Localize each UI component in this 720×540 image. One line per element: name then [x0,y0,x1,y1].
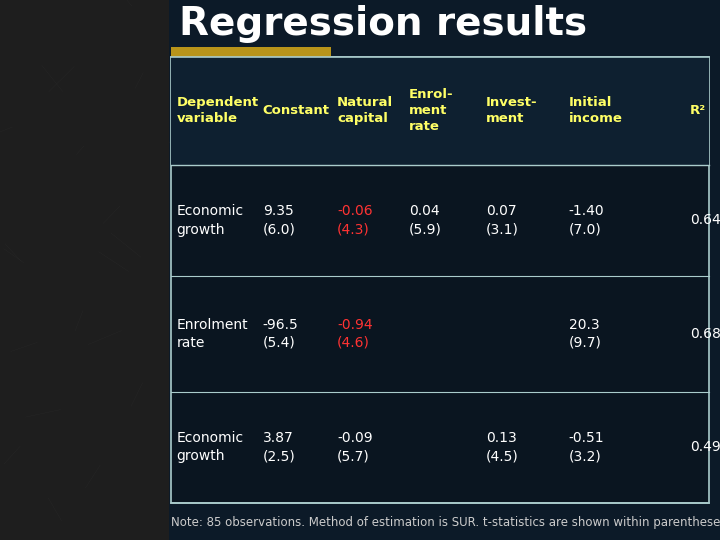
Text: 3.87
(2.5): 3.87 (2.5) [263,431,295,463]
Text: 0.49: 0.49 [690,440,720,454]
Text: Economic
growth: Economic growth [176,431,243,463]
Bar [169,0,720,70]
Text: -96.5
(5.4): -96.5 (5.4) [263,318,299,350]
Text: Initial
income: Initial income [569,96,623,125]
Text: Regression results: Regression results [179,5,587,43]
Text: Note: 85 observations. Method of estimation is SUR. t-statistics are shown withi: Note: 85 observations. Method of estimat… [171,516,720,529]
Text: R²: R² [690,104,706,117]
Text: -0.94
(4.6): -0.94 (4.6) [337,318,372,350]
Bar [171,57,709,503]
Text: 9.35
(6.0): 9.35 (6.0) [263,204,296,237]
Text: Natural
capital: Natural capital [337,96,393,125]
Text: -0.06
(4.3): -0.06 (4.3) [337,204,372,237]
Text: 0.68: 0.68 [690,327,720,341]
Text: 0.13
(4.5): 0.13 (4.5) [486,431,518,463]
Bar [171,47,331,57]
Text: -1.40
(7.0): -1.40 (7.0) [569,204,604,237]
Text: Economic
growth: Economic growth [176,204,243,237]
Bar [169,0,720,540]
Bar [0,0,169,540]
Text: 0.07
(3.1): 0.07 (3.1) [486,204,519,237]
Text: Constant: Constant [263,104,330,117]
Text: -0.09
(5.7): -0.09 (5.7) [337,431,372,463]
Text: Enrol-
ment
rate: Enrol- ment rate [409,88,454,133]
Text: Invest-
ment: Invest- ment [486,96,538,125]
Text: Dependent
variable: Dependent variable [176,96,258,125]
Text: Enrolment
rate: Enrolment rate [176,318,248,350]
Text: 0.04
(5.9): 0.04 (5.9) [409,204,442,237]
Text: 0.64: 0.64 [690,213,720,227]
Text: 20.3
(9.7): 20.3 (9.7) [569,318,602,350]
Bar [171,57,709,165]
Text: -0.51
(3.2): -0.51 (3.2) [569,431,604,463]
